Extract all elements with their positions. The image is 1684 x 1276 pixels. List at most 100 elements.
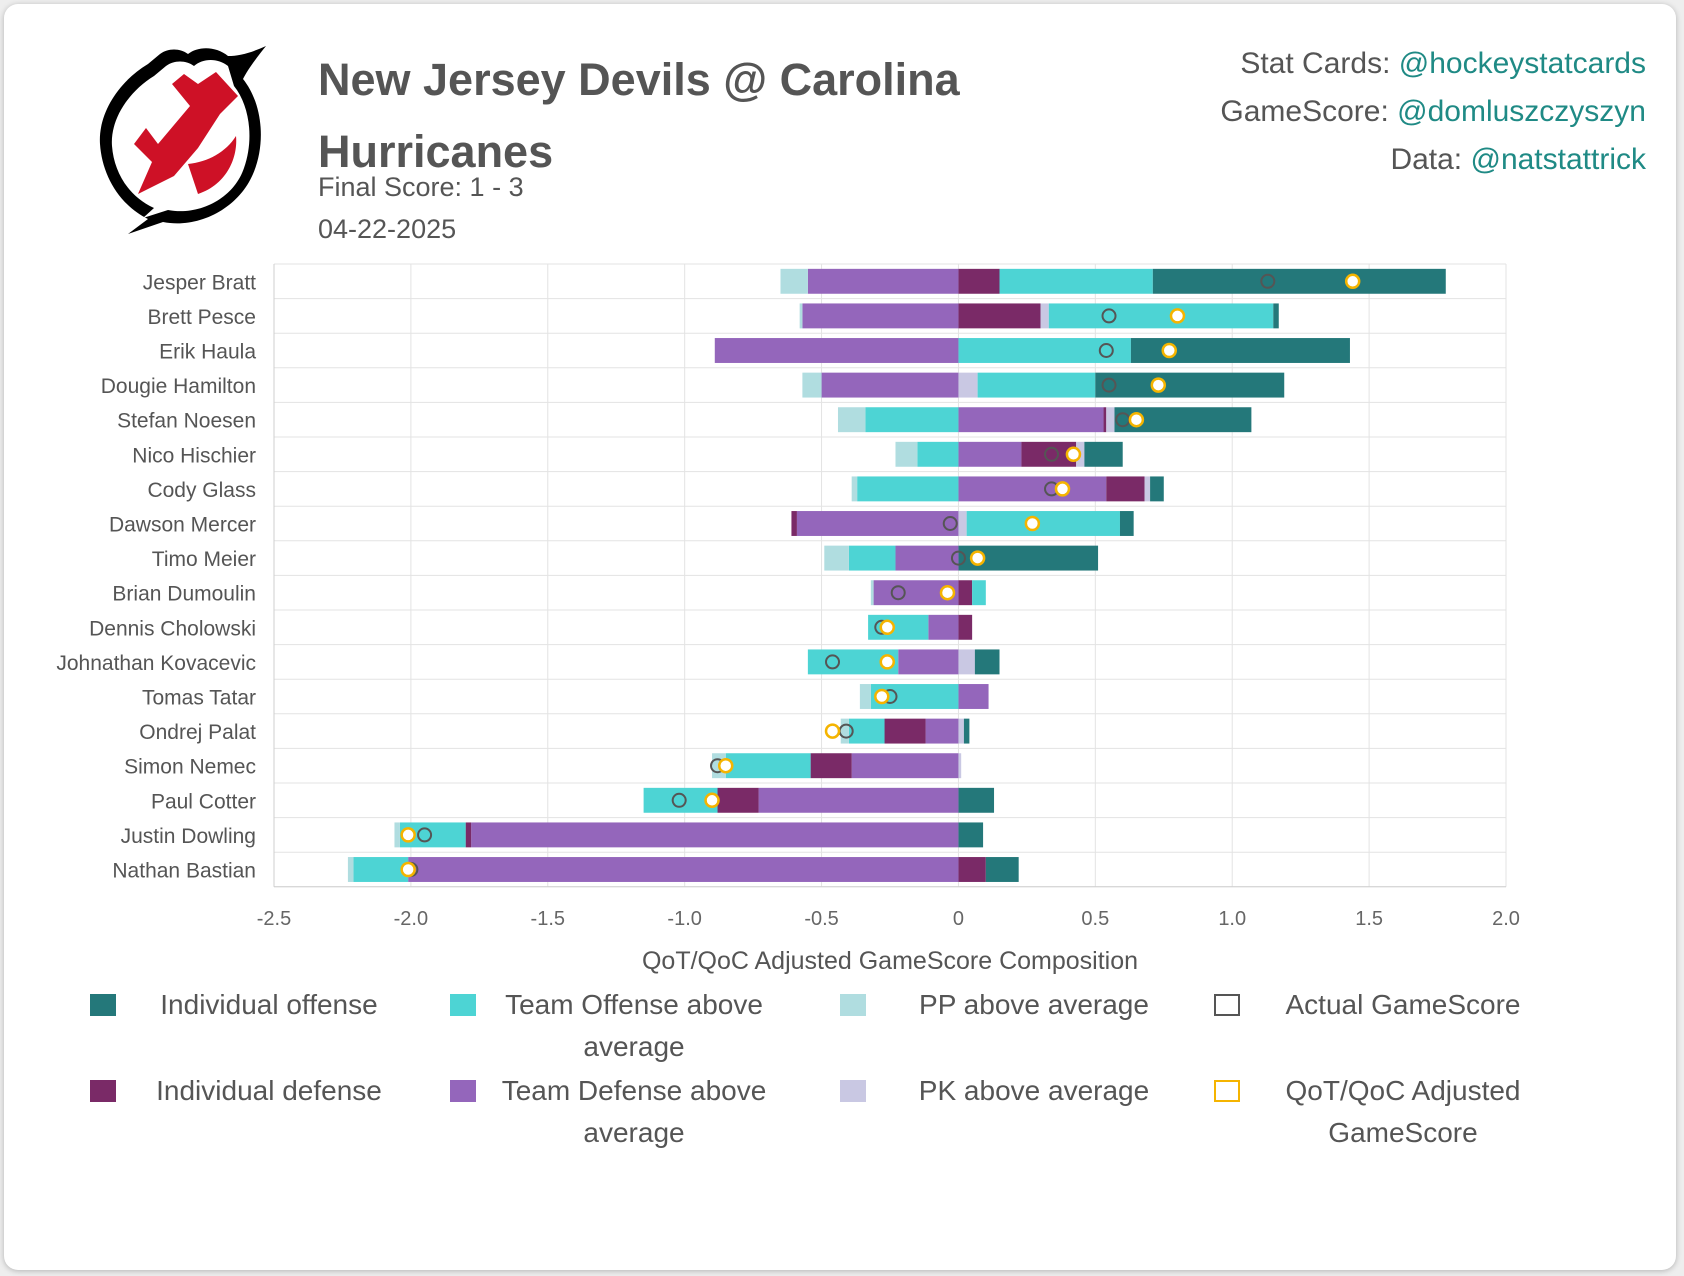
bar-segment-team-defense bbox=[714, 338, 959, 363]
adjusted-gamescore-marker bbox=[1024, 515, 1041, 532]
adjusted-gamescore-marker bbox=[1128, 411, 1145, 428]
adjusted-gamescore-marker bbox=[1065, 446, 1082, 463]
bar-segment-individual-defense bbox=[958, 580, 973, 606]
x-tick-label: -1.0 bbox=[667, 908, 701, 930]
bar-segment-team-offense bbox=[999, 268, 1153, 294]
actual-gamescore-marker bbox=[1098, 343, 1114, 358]
adjusted-gamescore-marker bbox=[1150, 377, 1167, 393]
player-label: Dougie Hamilton bbox=[101, 375, 256, 398]
bar-segment-team-defense bbox=[408, 857, 959, 882]
player-label: Erik Haula bbox=[159, 341, 256, 364]
adjusted-gamescore-marker bbox=[1169, 308, 1186, 324]
bar-segment-pk bbox=[1040, 303, 1049, 329]
actual-gamescore-marker bbox=[671, 792, 687, 808]
adjusted-gamescore-marker bbox=[879, 619, 896, 636]
player-label: Simon Nemec bbox=[124, 756, 256, 779]
player-label: Jesper Bratt bbox=[143, 271, 256, 294]
adjusted-gamescore-marker bbox=[400, 861, 416, 878]
bar-segment-individual-defense bbox=[958, 857, 986, 882]
credit-gamescore: GameScore: @domluszczyszyn bbox=[1220, 95, 1646, 128]
devils-logo-icon bbox=[99, 46, 266, 234]
player-label: Brett Pesce bbox=[147, 306, 256, 329]
player-label: Timo Meier bbox=[152, 548, 256, 571]
player-label: Ondrej Palat bbox=[139, 721, 256, 744]
bar-segment-pk bbox=[1144, 476, 1151, 502]
bar-segment-team-offense bbox=[848, 545, 896, 571]
bar-segment-individual-offense bbox=[1152, 268, 1446, 294]
bar-segment-individual-defense bbox=[958, 303, 1041, 329]
bar-segment-team-defense bbox=[796, 511, 959, 536]
player-label: Johnathan Kovacevic bbox=[56, 652, 256, 675]
bar-segment-team-offense bbox=[848, 718, 885, 744]
bar-segment-pp bbox=[870, 580, 874, 606]
gamescore-chart: -2.5 -2.0 -1.5 -1.0 -0.5 0 0.5 1.0 1.5 2.0 QoT/QoC… bbox=[56, 263, 1520, 975]
adjusted-gamescore-marker bbox=[939, 584, 956, 601]
credit-handle-link[interactable]: @domluszczyszyn bbox=[1397, 95, 1646, 128]
x-tick-label: 1.5 bbox=[1355, 908, 1383, 930]
adjusted-gamescore-marker bbox=[824, 723, 841, 739]
bar-segment-individual-offense bbox=[958, 787, 995, 813]
x-axis-title: QoT/QoC Adjusted GameScore Composition bbox=[642, 947, 1138, 975]
legend-swatch bbox=[450, 1080, 476, 1102]
x-tick-label: -2.0 bbox=[394, 908, 428, 930]
bar-segment-pp bbox=[851, 476, 858, 502]
x-tick-label: -0.5 bbox=[804, 908, 838, 930]
bar-segment-team-offense bbox=[865, 407, 959, 433]
adjusted-gamescore-marker bbox=[969, 550, 986, 566]
adjusted-gamescore-marker bbox=[1344, 273, 1361, 290]
bar-segment-pp bbox=[780, 268, 808, 294]
bar-segment-pp bbox=[895, 441, 918, 467]
bar-segment-pk bbox=[958, 372, 978, 398]
adjusted-gamescore-marker bbox=[874, 688, 890, 705]
legend-label: Team Defense above average bbox=[501, 1075, 767, 1148]
bar-segment-pk bbox=[958, 753, 962, 779]
actual-gamescore-marker bbox=[950, 550, 966, 566]
bar-segment-individual-defense bbox=[958, 268, 1000, 294]
bar-segment-individual-defense bbox=[1106, 476, 1145, 502]
adjusted-gamescore-marker bbox=[400, 827, 416, 843]
bar-segment-pp bbox=[859, 684, 871, 709]
team-logo bbox=[99, 46, 266, 234]
adjusted-gamescore-marker bbox=[1054, 481, 1071, 497]
game-date: 04-22-2025 bbox=[318, 214, 457, 244]
bar-segment-team-defense bbox=[895, 545, 959, 571]
actual-gamescore-marker bbox=[1101, 377, 1117, 393]
legend-label: PK above average bbox=[918, 1075, 1150, 1106]
player-label: Tomas Tatar bbox=[142, 687, 256, 710]
stat-card: New Jersey Devils @ Carolina Hurricanes … bbox=[4, 4, 1676, 1270]
player-label: Nico Hischier bbox=[132, 444, 256, 467]
legend-swatch bbox=[90, 1080, 116, 1102]
bar-segment-pk bbox=[958, 718, 964, 744]
player-label: Stefan Noesen bbox=[117, 410, 256, 433]
bar-segment-team-offense bbox=[857, 476, 959, 502]
adjusted-gamescore-marker bbox=[879, 654, 896, 670]
bar-segment-team-defense bbox=[958, 441, 1022, 467]
bar-segment-individual-offense bbox=[958, 822, 984, 848]
bar-segment-pp bbox=[837, 407, 866, 433]
credit-handle-link[interactable]: @natstattrick bbox=[1470, 143, 1646, 176]
legend-swatch bbox=[840, 1080, 866, 1102]
legend-swatch bbox=[450, 994, 476, 1016]
bar-segment-individual-defense bbox=[791, 511, 797, 536]
bar-segment-team-defense bbox=[958, 684, 989, 709]
bar-segment-team-offense bbox=[977, 372, 1096, 398]
legend-swatch bbox=[1214, 994, 1240, 1016]
bar-segment-team-defense bbox=[802, 303, 959, 329]
x-tick-label: -1.5 bbox=[531, 908, 565, 930]
bar-segment-team-offense bbox=[972, 580, 986, 606]
actual-gamescore-marker bbox=[1101, 308, 1117, 324]
player-label: Dennis Cholowski bbox=[89, 617, 256, 640]
player-label: Brian Dumoulin bbox=[112, 583, 256, 606]
bar-segment-individual-defense bbox=[465, 822, 472, 848]
bar-segment-team-offense bbox=[917, 441, 959, 467]
credit-handle-link[interactable]: @hockeystatcards bbox=[1398, 47, 1646, 80]
legend-swatch bbox=[90, 994, 116, 1016]
bar-segment-team-offense bbox=[353, 857, 409, 882]
x-tick-label: 0.5 bbox=[1081, 908, 1109, 930]
adjusted-gamescore-marker bbox=[1161, 342, 1178, 359]
legend-label: QoT/QoC Adjusted GameScore bbox=[1285, 1075, 1521, 1148]
adjusted-gamescore-marker bbox=[704, 792, 720, 809]
legend-label: Individual offense bbox=[160, 989, 378, 1020]
bar-segment-team-defense bbox=[471, 822, 959, 848]
legend-label: Individual defense bbox=[156, 1075, 382, 1106]
